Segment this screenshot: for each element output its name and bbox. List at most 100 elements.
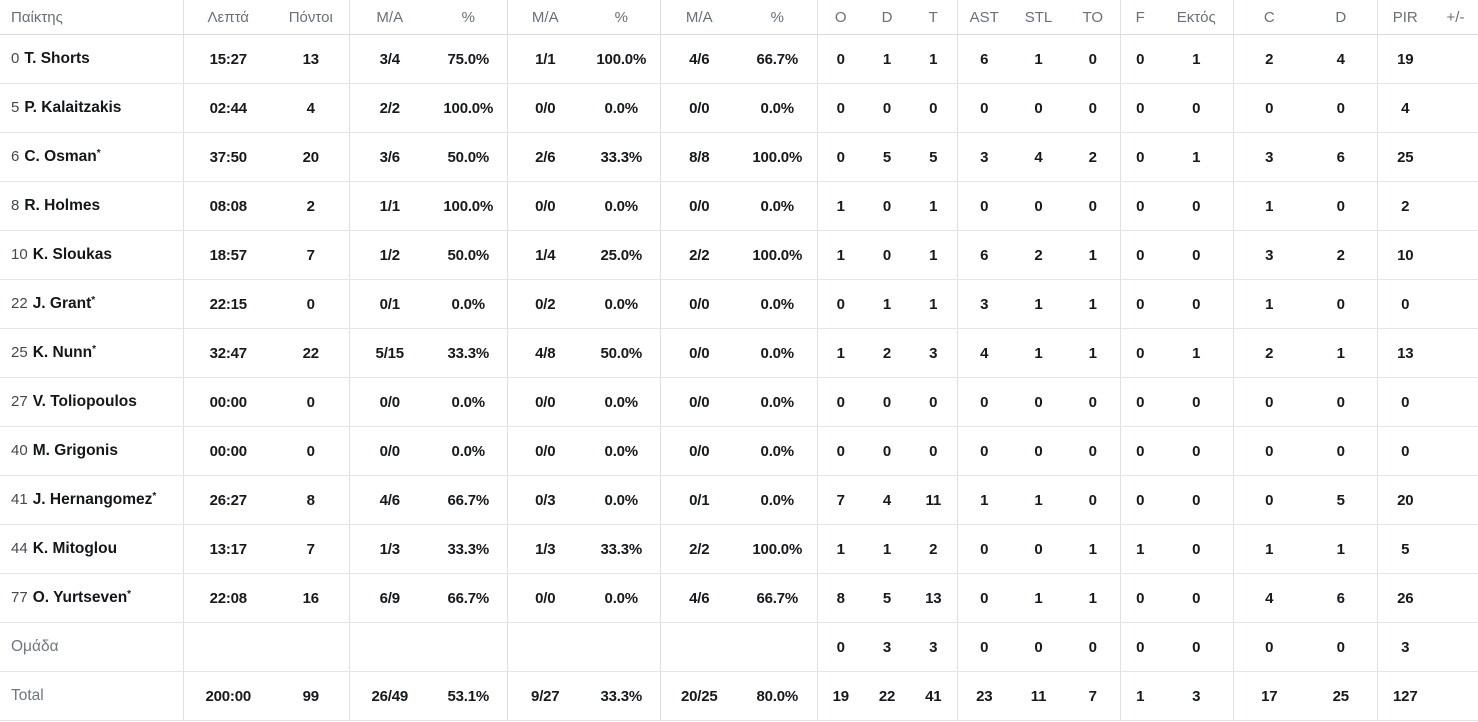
cell-plusminus — [1433, 573, 1478, 623]
cell-plusminus — [1433, 475, 1478, 525]
jersey-number: 0 — [11, 50, 20, 67]
cell-min: 22:08 — [183, 573, 273, 623]
cell-plusminus — [1433, 524, 1478, 574]
table-row: 6 C. Osman* 37:50 20 3/6 50.0% 2/6 33.3% 8/8 100.… — [0, 132, 1478, 182]
cell-f: 0 — [1120, 622, 1160, 672]
cell-reb_o: 7 — [817, 475, 864, 525]
col-header-fg3_pct: % — [583, 0, 661, 35]
cell-c: 0 — [1233, 377, 1305, 427]
col-header-fg2_ma: Μ/Α — [349, 0, 430, 35]
col-header-to: TO — [1066, 0, 1121, 35]
cell-min: 02:44 — [183, 83, 273, 133]
cell-ft_ma: 0/0 — [660, 279, 738, 329]
cell-reb_d: 0 — [864, 181, 910, 231]
cell-ft_ma: 0/1 — [660, 475, 738, 525]
cell-pir: 0 — [1377, 426, 1433, 476]
cell-fg2_pct: 50.0% — [430, 132, 508, 182]
cell-pir: 20 — [1377, 475, 1433, 525]
cell-c: 1 — [1233, 181, 1305, 231]
cell-ft_pct — [738, 622, 818, 672]
jersey-number: 27 — [11, 393, 28, 410]
player-cell: Total — [0, 671, 184, 721]
jersey-number: 6 — [11, 148, 20, 165]
cell-to: 1 — [1066, 573, 1121, 623]
cell-ektos: 3 — [1160, 671, 1234, 721]
cell-fg3_pct: 0.0% — [583, 377, 661, 427]
col-header-reb_t: T — [910, 0, 958, 35]
cell-pir: 4 — [1377, 83, 1433, 133]
table-header: Παίκτης Λεπτά Πόντοι Μ/Α% Μ/Α% Μ/Α% O D T AST STL T… — [0, 0, 1478, 35]
cell-ektos: 1 — [1160, 132, 1234, 182]
cell-ektos: 0 — [1160, 622, 1234, 672]
cell-min: 32:47 — [183, 328, 273, 378]
cell-fg3_pct: 0.0% — [583, 573, 661, 623]
cell-pir: 0 — [1377, 377, 1433, 427]
cell-plusminus — [1433, 377, 1478, 427]
cell-reb_t: 13 — [910, 573, 958, 623]
cell-reb_t: 0 — [910, 377, 958, 427]
cell-ft_ma: 8/8 — [660, 132, 738, 182]
cell-f: 0 — [1120, 377, 1160, 427]
cell-fg2_pct: 0.0% — [430, 279, 508, 329]
cell-ft_pct: 0.0% — [738, 83, 818, 133]
cell-ft_pct: 0.0% — [738, 328, 818, 378]
player-name: C. Osman — [24, 148, 97, 165]
cell-plusminus — [1433, 279, 1478, 329]
player-name: K. Sloukas — [32, 246, 112, 263]
cell-ast: 0 — [957, 622, 1011, 672]
cell-reb_o: 1 — [817, 524, 864, 574]
cell-ft_ma: 0/0 — [660, 181, 738, 231]
cell-min — [183, 622, 273, 672]
cell-reb_d: 5 — [864, 573, 910, 623]
cell-to: 0 — [1066, 34, 1121, 84]
cell-ektos: 0 — [1160, 83, 1234, 133]
cell-pir: 5 — [1377, 524, 1433, 574]
cell-reb_d: 0 — [864, 377, 910, 427]
cell-reb_t: 11 — [910, 475, 958, 525]
cell-stl: 11 — [1011, 671, 1066, 721]
col-header-ft_ma: Μ/Α — [660, 0, 738, 35]
jersey-number: 25 — [11, 344, 28, 361]
cell-ft_ma: 0/0 — [660, 328, 738, 378]
cell-reb_d: 0 — [864, 230, 910, 280]
cell-fg3_pct: 33.3% — [583, 132, 661, 182]
cell-pts: 13 — [273, 34, 350, 84]
col-header-pts: Πόντοι — [273, 0, 350, 35]
jersey-number: 8 — [11, 197, 20, 214]
starter-mark: * — [91, 295, 96, 306]
cell-fg3_ma: 1/3 — [507, 524, 583, 574]
table-row: 77 O. Yurtseven* 22:08 16 6/9 66.7% 0/0 0.0% 4/6… — [0, 573, 1478, 623]
cell-reb_o: 19 — [817, 671, 864, 721]
cell-ft_ma: 2/2 — [660, 230, 738, 280]
cell-ft_pct: 0.0% — [738, 279, 818, 329]
cell-ast: 23 — [957, 671, 1011, 721]
cell-reb_o: 0 — [817, 83, 864, 133]
cell-pts: 0 — [273, 279, 350, 329]
cell-pir: 0 — [1377, 279, 1433, 329]
cell-fg3_ma: 2/6 — [507, 132, 583, 182]
cell-stl: 0 — [1011, 377, 1066, 427]
cell-ast: 6 — [957, 230, 1011, 280]
table-row: 41 J. Hernangomez* 26:27 8 4/6 66.7% 0/3 0.0% 0/… — [0, 475, 1478, 525]
cell-reb_t: 3 — [910, 328, 958, 378]
cell-stl: 2 — [1011, 230, 1066, 280]
jersey-number: 40 — [11, 442, 28, 459]
cell-to: 2 — [1066, 132, 1121, 182]
col-header-pir: PIR — [1377, 0, 1433, 35]
cell-fg2_ma: 3/6 — [349, 132, 430, 182]
player-cell: Ομάδα — [0, 622, 184, 672]
player-cell: 8 R. Holmes — [0, 181, 184, 231]
cell-d2: 0 — [1305, 426, 1378, 476]
player-name: V. Toliopoulos — [32, 393, 137, 410]
cell-ft_ma: 0/0 — [660, 377, 738, 427]
cell-reb_d: 5 — [864, 132, 910, 182]
col-header-ft_pct: % — [738, 0, 818, 35]
cell-to: 1 — [1066, 328, 1121, 378]
cell-ft_pct: 0.0% — [738, 181, 818, 231]
cell-reb_t: 1 — [910, 34, 958, 84]
cell-fg2_ma: 26/49 — [349, 671, 430, 721]
cell-ektos: 1 — [1160, 328, 1234, 378]
player-name: K. Mitoglou — [32, 540, 118, 557]
player-cell: 0 T. Shorts — [0, 34, 184, 84]
